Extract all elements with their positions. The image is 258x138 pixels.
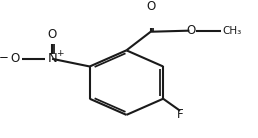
Text: O: O xyxy=(47,28,57,41)
Text: F: F xyxy=(177,108,183,121)
Text: O: O xyxy=(187,24,196,37)
Text: O: O xyxy=(10,52,19,65)
Text: CH₃: CH₃ xyxy=(222,26,241,36)
Text: O: O xyxy=(146,0,155,13)
Text: +: + xyxy=(57,49,64,58)
Text: −: − xyxy=(0,51,9,64)
Text: N: N xyxy=(47,52,57,65)
